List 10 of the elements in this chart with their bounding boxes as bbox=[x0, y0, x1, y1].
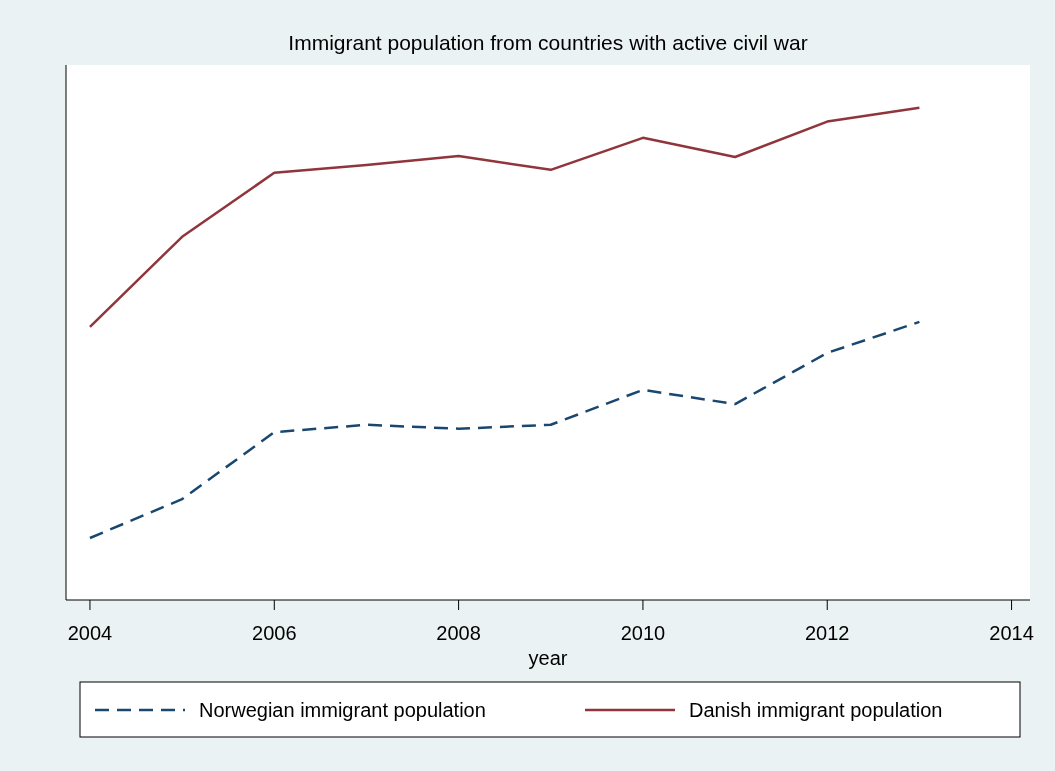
chart-title: Immigrant population from countries with active civil war bbox=[288, 31, 808, 54]
x-tick-label: 2010 bbox=[620, 622, 666, 644]
legend-label: Danish immigrant population bbox=[689, 699, 943, 721]
legend-label: Norwegian immigrant population bbox=[199, 699, 486, 721]
x-tick-label: 2006 bbox=[252, 622, 297, 644]
x-tick-label: 2008 bbox=[436, 622, 481, 644]
x-tick-label: 2012 bbox=[805, 622, 850, 644]
x-tick-label: 2014 bbox=[989, 622, 1034, 644]
x-axis-title: year bbox=[528, 647, 568, 669]
x-tick-label: 2004 bbox=[67, 622, 113, 644]
